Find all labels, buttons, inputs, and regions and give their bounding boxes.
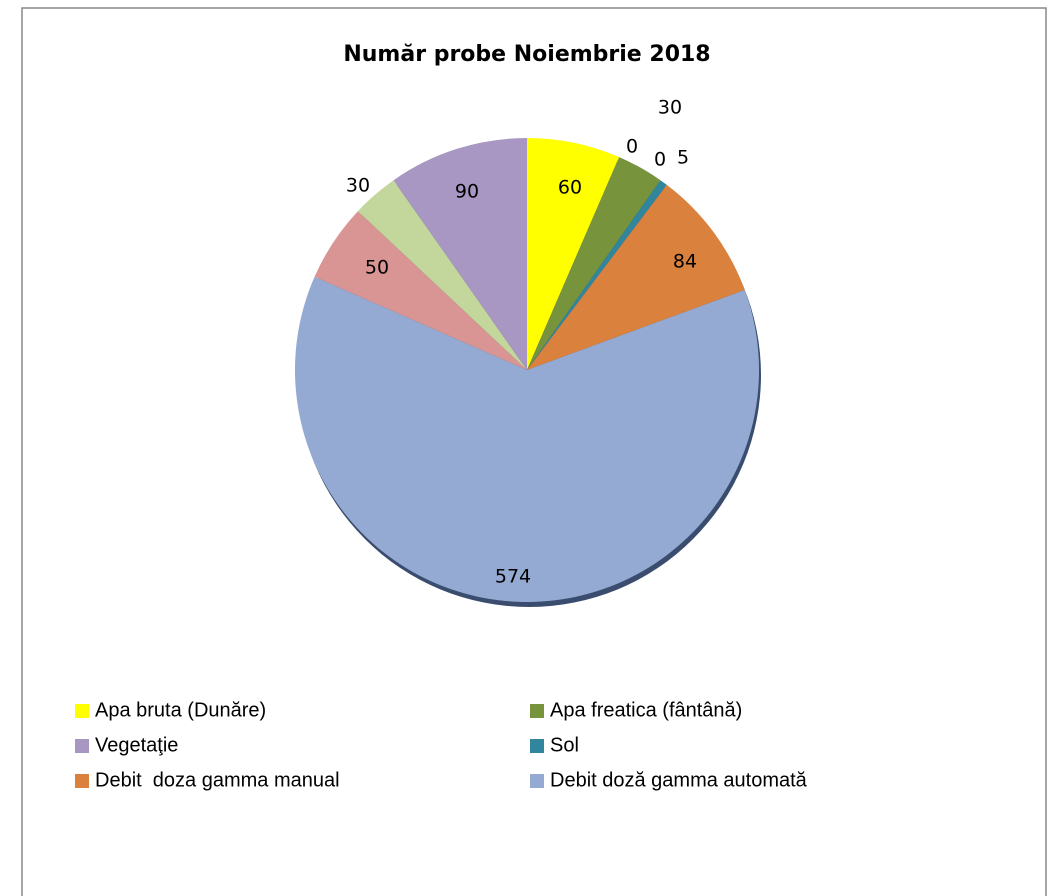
legend-swatch [75,774,89,788]
value-label: 0 [626,136,638,158]
legend-swatch [530,704,544,718]
legend-label: Vegetaţie [95,734,178,756]
value-label: 30 [658,97,682,119]
pie-slice [357,180,527,370]
pie-slice [527,157,661,370]
legend-label: Apa freatica (fântână) [550,699,742,721]
pie-slice [393,138,527,370]
pie-slice [314,211,527,370]
legend-label: Debit doză gamma automată [550,769,808,791]
legend-label: Sol [550,734,579,756]
chart-title: Număr probe Noiembrie 2018 [343,42,710,67]
value-label: 30 [346,175,370,197]
legend-swatch [530,739,544,753]
pie-slice [527,138,620,370]
value-label: 84 [673,251,697,273]
legend-swatch [530,774,544,788]
legend-label: Debit doza gamma manual [95,769,340,791]
pie-slice [527,184,745,370]
value-label: 50 [365,257,389,279]
value-label: 0 [654,149,666,171]
value-label: 574 [495,566,531,588]
pie-slice [294,276,759,602]
legend-swatch [75,739,89,753]
value-label: 90 [455,181,479,203]
legend-label: Apa bruta (Dunăre) [95,699,266,721]
legend-swatch [75,704,89,718]
value-label: 60 [558,177,582,199]
value-label: 5 [677,147,689,169]
pie-slice [527,180,667,370]
